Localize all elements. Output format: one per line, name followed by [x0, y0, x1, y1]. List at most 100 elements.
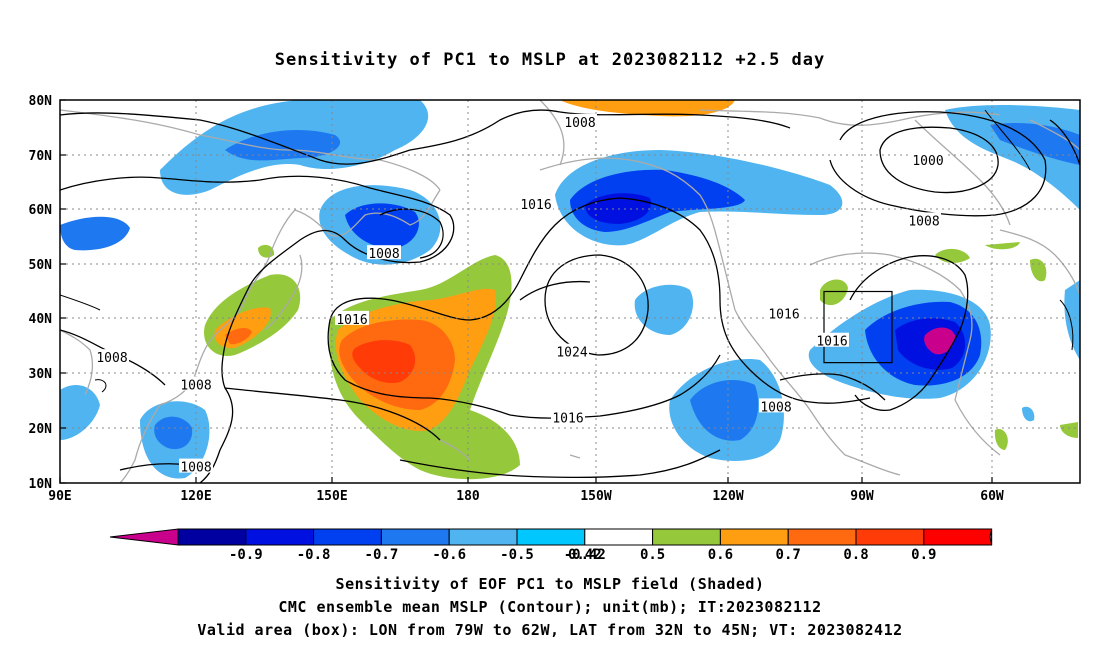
contour-label: 1008: [368, 247, 399, 262]
shade-green-atl: [1030, 258, 1047, 282]
contour-label: 1024: [556, 346, 587, 361]
shade-arctic-orange: [560, 100, 735, 117]
contour-label: 1016: [816, 335, 847, 350]
contour-label-bg: [563, 113, 597, 128]
shade-natl-e: [1064, 280, 1080, 360]
colorbar-swatch: [380, 528, 450, 546]
contour-1016-bottom: [399, 449, 721, 479]
colorbar-high-extend: [989, 528, 993, 546]
valid-area-box: [823, 290, 893, 364]
contour-label: 1016: [336, 313, 367, 328]
shade-scs-core: [154, 416, 193, 450]
contour-1024: [544, 254, 649, 356]
shade-green-lab2: [985, 242, 1020, 250]
contour-label: 1008: [180, 379, 211, 394]
contour-label-bg: [911, 152, 945, 167]
contour-label-bg: [367, 245, 401, 260]
map-title: Sensitivity of PC1 to MSLP at 2023082112…: [274, 50, 826, 70]
contour-label: 1008: [760, 400, 791, 415]
contour-label-bg: [179, 376, 213, 391]
contour-label-bg: [555, 343, 589, 358]
contour-1016-pac-low: [519, 280, 591, 301]
footer-line-1: Sensitivity of EOF PC1 to MSLP field (Sh…: [335, 575, 765, 593]
contour-1008-natl: [829, 111, 1047, 217]
lat-label: 40N: [29, 312, 53, 327]
contour-label-bg: [335, 310, 369, 325]
colorbar-label: -0.9: [229, 547, 263, 563]
colorbar: -0.9 -0.8 -0.7 -0.6 -0.5 -0.420.42 0.5 0.6 0.7 0.…: [109, 528, 993, 563]
colorbar-swatch: [516, 528, 586, 546]
colorbar-swatch: [177, 528, 247, 546]
footer-line-3: Valid area (box): LON from 79W to 62W, L…: [197, 621, 903, 639]
colorbar-label: 0.7: [776, 547, 801, 563]
shade-green-car2: [1060, 422, 1078, 438]
shade-useast-core: [924, 327, 955, 355]
axis-ticks: [59, 99, 993, 484]
lon-label: 120E: [180, 489, 211, 504]
colorbar-swatch: [855, 528, 925, 546]
contour-label: 1008: [564, 116, 595, 131]
contour-label-bg: [907, 212, 941, 227]
lat-label: 80N: [29, 94, 53, 109]
colorbar-swatch: [923, 528, 993, 546]
coastlines: [60, 100, 1080, 483]
contour-label: 1016: [552, 411, 583, 426]
colorbar-label: 0.5: [640, 547, 665, 563]
colorbar-swatch: [448, 528, 518, 546]
lat-label: 70N: [29, 149, 53, 164]
lon-label: 90E: [48, 489, 71, 504]
colorbar-label: -0.42: [564, 547, 606, 563]
contour-1016-us: [849, 255, 969, 411]
colorbar-label: -0.6: [432, 547, 466, 563]
contour-label-bg: [519, 195, 553, 210]
colorbar-swatch: [787, 528, 857, 546]
colorbar-label: 0.42: [568, 547, 602, 563]
colorbar-swatch: [652, 528, 721, 546]
shade-blue-car: [1022, 406, 1035, 422]
shade-green-car: [994, 429, 1008, 450]
colorbar-swatch: [584, 528, 654, 546]
colorbar-label: 0.9: [911, 547, 936, 563]
latitude-labels: 80N 70N 60N 50N 40N 30N 20N 10N: [29, 94, 53, 492]
lat-label: 20N: [29, 422, 53, 437]
contour-1016-big: [329, 197, 871, 404]
footer-line-2: CMC ensemble mean MSLP (Contour); unit(m…: [278, 598, 822, 616]
contour-label-bg: [759, 398, 793, 413]
colorbar-label: -0.8: [297, 547, 331, 563]
contour-label: 1008: [180, 461, 211, 476]
shade-kamchatka-core: [345, 203, 419, 249]
contour-label-bg: [179, 458, 213, 473]
lat-label: 60N: [29, 203, 53, 218]
colorbar-swatch: [719, 528, 789, 546]
shade-west: [60, 216, 130, 251]
longitude-labels: 90E 120E 150E 180 150W 120W 90W 60W: [48, 489, 1004, 504]
contour-1008-north: [60, 109, 561, 165]
lat-label: 10N: [29, 477, 53, 492]
contour-label-bg: [551, 409, 585, 424]
lon-label: 150W: [580, 489, 611, 504]
contour-1008-box: [379, 208, 444, 259]
colorbar-low-extend: [109, 528, 179, 546]
shade-mexico-core: [690, 380, 759, 441]
colorbar-label: 0.8: [843, 547, 868, 563]
contour-label: 1008: [96, 351, 127, 366]
lon-label: 120W: [712, 489, 743, 504]
lon-label: 150E: [316, 489, 347, 504]
land-contours: [60, 109, 1074, 393]
contour-1016-lower: [327, 319, 721, 419]
contour-label: 1016: [768, 307, 799, 322]
map-frame: [59, 99, 1081, 484]
shade-cpac-4: [352, 340, 416, 384]
lon-label: 180: [456, 489, 480, 504]
contour-label: 1008: [908, 214, 939, 229]
shade-green-pnw: [820, 279, 848, 306]
colorbar-label: 0.6: [708, 547, 733, 563]
lon-label: 60W: [980, 489, 1004, 504]
mslp-contours: [60, 109, 1080, 483]
contour-labels: 1008 1000 1008 1016 1008 1016 1016 1016 1024 1008…: [95, 113, 945, 476]
contour-1008-usw: [779, 373, 886, 401]
shade-green-lab: [935, 248, 970, 263]
colorbar-swatch: [313, 528, 382, 546]
lon-label: 90W: [850, 489, 874, 504]
